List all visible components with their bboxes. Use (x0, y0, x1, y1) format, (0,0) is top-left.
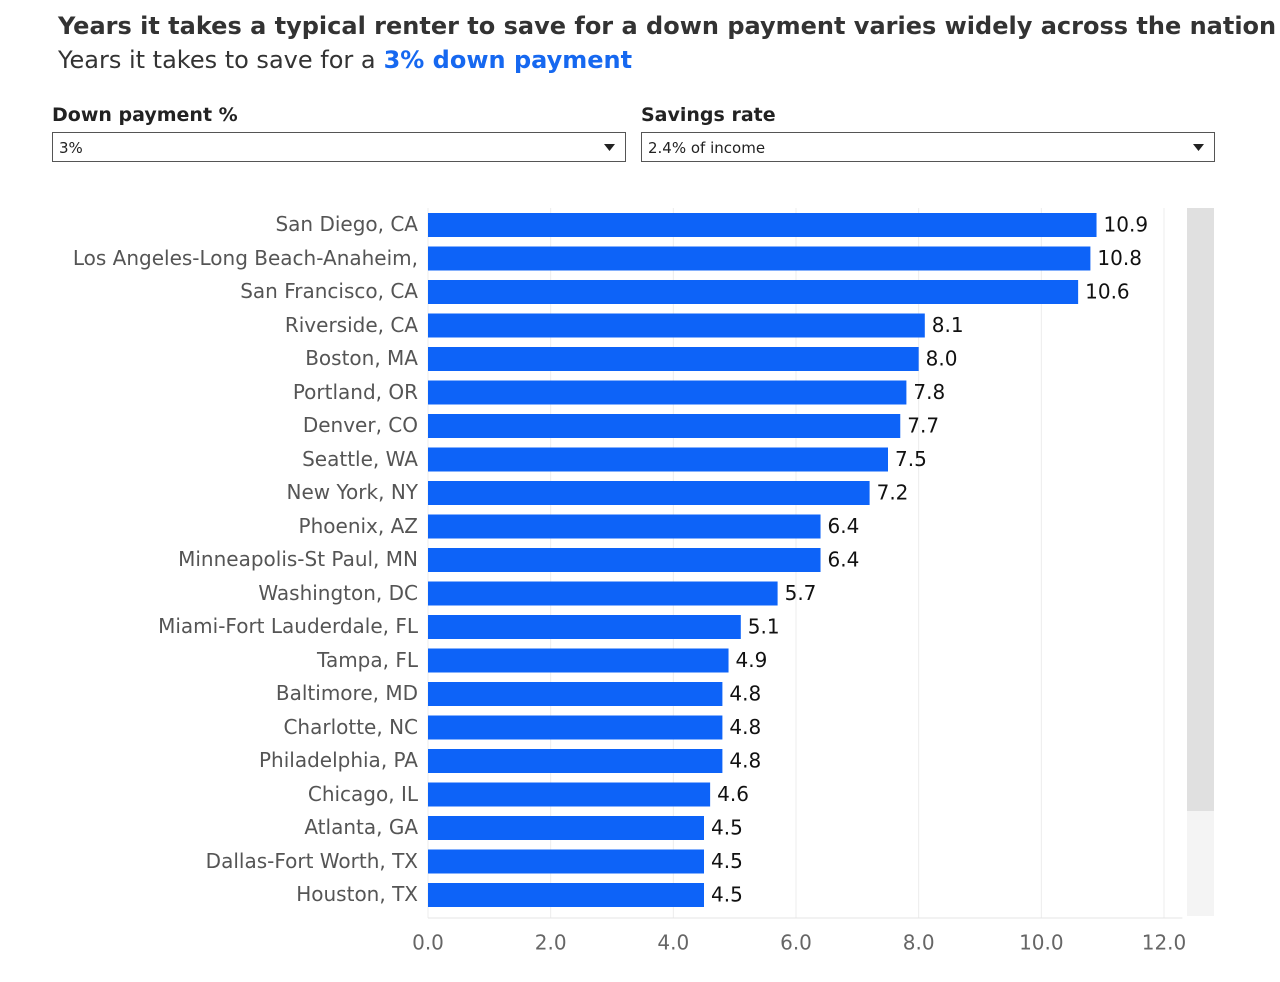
dropdown-value: 2.4% of income (648, 139, 766, 157)
x-tick-label: 6.0 (780, 931, 812, 955)
bar (428, 782, 711, 807)
subtitle-text: Years it takes to save for a (58, 46, 376, 74)
x-tick-label: 12.0 (1142, 931, 1187, 955)
data-label: 4.9 (736, 648, 768, 672)
y-tick-label: Miami-Fort Lauderdale, FL (158, 614, 418, 638)
y-tick-label: San Francisco, CA (240, 279, 418, 303)
data-label: 7.7 (907, 414, 939, 438)
dropdown-arrow (604, 144, 615, 151)
x-tick-label: 10.0 (1019, 931, 1064, 955)
dropdown-value: 3% (59, 139, 83, 157)
bar (428, 883, 704, 907)
data-label: 8.0 (926, 347, 958, 371)
data-label: 4.6 (717, 782, 749, 806)
y-tick-label: Portland, OR (292, 379, 418, 404)
dropdown-arrow (1193, 144, 1204, 151)
scrollbar-thumb[interactable] (1187, 208, 1214, 811)
data-label: 7.5 (895, 447, 927, 471)
bar (428, 548, 821, 572)
y-tick-label: Phoenix, AZ (298, 513, 418, 538)
data-label: 4.8 (729, 749, 761, 773)
bar (428, 447, 888, 472)
y-tick-label: Washington, DC (258, 580, 418, 605)
y-tick-label: Charlotte, NC (283, 714, 418, 739)
bar (428, 648, 729, 673)
y-tick-label: Chicago, IL (307, 781, 418, 806)
bar (428, 615, 741, 639)
data-label: 6.4 (828, 514, 860, 538)
y-tick-label: Dallas-Fort Worth, TX (205, 848, 418, 873)
bar (428, 481, 870, 505)
bar (428, 849, 704, 874)
data-label: 6.4 (828, 548, 860, 572)
x-tick-label: 4.0 (657, 931, 689, 955)
filter-label: Down payment % (52, 104, 238, 126)
data-label: 8.1 (932, 313, 964, 337)
bar (428, 246, 1091, 271)
y-tick-label: New York, NY (286, 480, 418, 504)
y-tick-label: Denver, CO (302, 413, 418, 437)
x-tick-label: 2.0 (535, 931, 567, 955)
y-tick-label: Minneapolis-St Paul, MN (178, 547, 418, 571)
bar (428, 514, 821, 539)
data-label: 4.8 (729, 715, 761, 739)
bar (428, 313, 925, 338)
bar (428, 682, 723, 706)
dropdown[interactable]: 3% (52, 132, 626, 162)
data-label: 10.6 (1085, 280, 1130, 304)
bar (428, 280, 1079, 304)
y-tick-label: Riverside, CA (284, 312, 418, 337)
bar (428, 347, 919, 371)
y-tick-label: Atlanta, GA (304, 815, 418, 839)
x-tick-label: 8.0 (903, 931, 935, 955)
title: Years it takes a typical renter to save … (58, 12, 1277, 40)
bar (428, 749, 723, 773)
data-label: 4.5 (711, 816, 743, 840)
bar (428, 380, 907, 405)
y-tick-label: Boston, MA (305, 346, 418, 370)
data-label: 5.1 (748, 615, 780, 639)
subtitle-highlight: 3% down payment (383, 46, 633, 74)
bar (428, 581, 778, 606)
x-tick-label: 0.0 (412, 931, 444, 955)
data-label: 4.5 (711, 849, 743, 873)
data-label: 10.9 (1104, 213, 1149, 237)
bar (428, 414, 901, 438)
data-label: 4.8 (729, 682, 761, 706)
data-label: 10.8 (1097, 246, 1142, 270)
y-tick-label: Houston, TX (296, 882, 418, 906)
y-tick-label: Philadelphia, PA (258, 748, 418, 772)
y-tick-label: San Diego, CA (275, 212, 418, 236)
y-tick-label: Tampa, FL (317, 647, 418, 672)
filter: Down payment % 3% (52, 104, 626, 162)
filter-label: Savings rate (641, 104, 776, 126)
data-label: 7.2 (877, 481, 909, 505)
bar (428, 816, 704, 840)
y-tick-label: Los Angeles-Long Beach-Anaheim, CA (72, 245, 418, 270)
bar (428, 715, 723, 740)
data-label: 7.8 (913, 380, 945, 404)
filter: Savings rate 2.4% of income (641, 104, 1215, 162)
data-label: 5.7 (785, 581, 817, 605)
y-tick-label: Seattle, WA (302, 446, 418, 471)
data-label: 4.5 (711, 883, 743, 907)
dropdown[interactable]: 2.4% of income (641, 132, 1215, 162)
subtitle: Years it takes to save for a 3% down paym… (58, 46, 632, 74)
bar (428, 213, 1097, 237)
y-tick-label: Baltimore, MD (275, 681, 418, 705)
